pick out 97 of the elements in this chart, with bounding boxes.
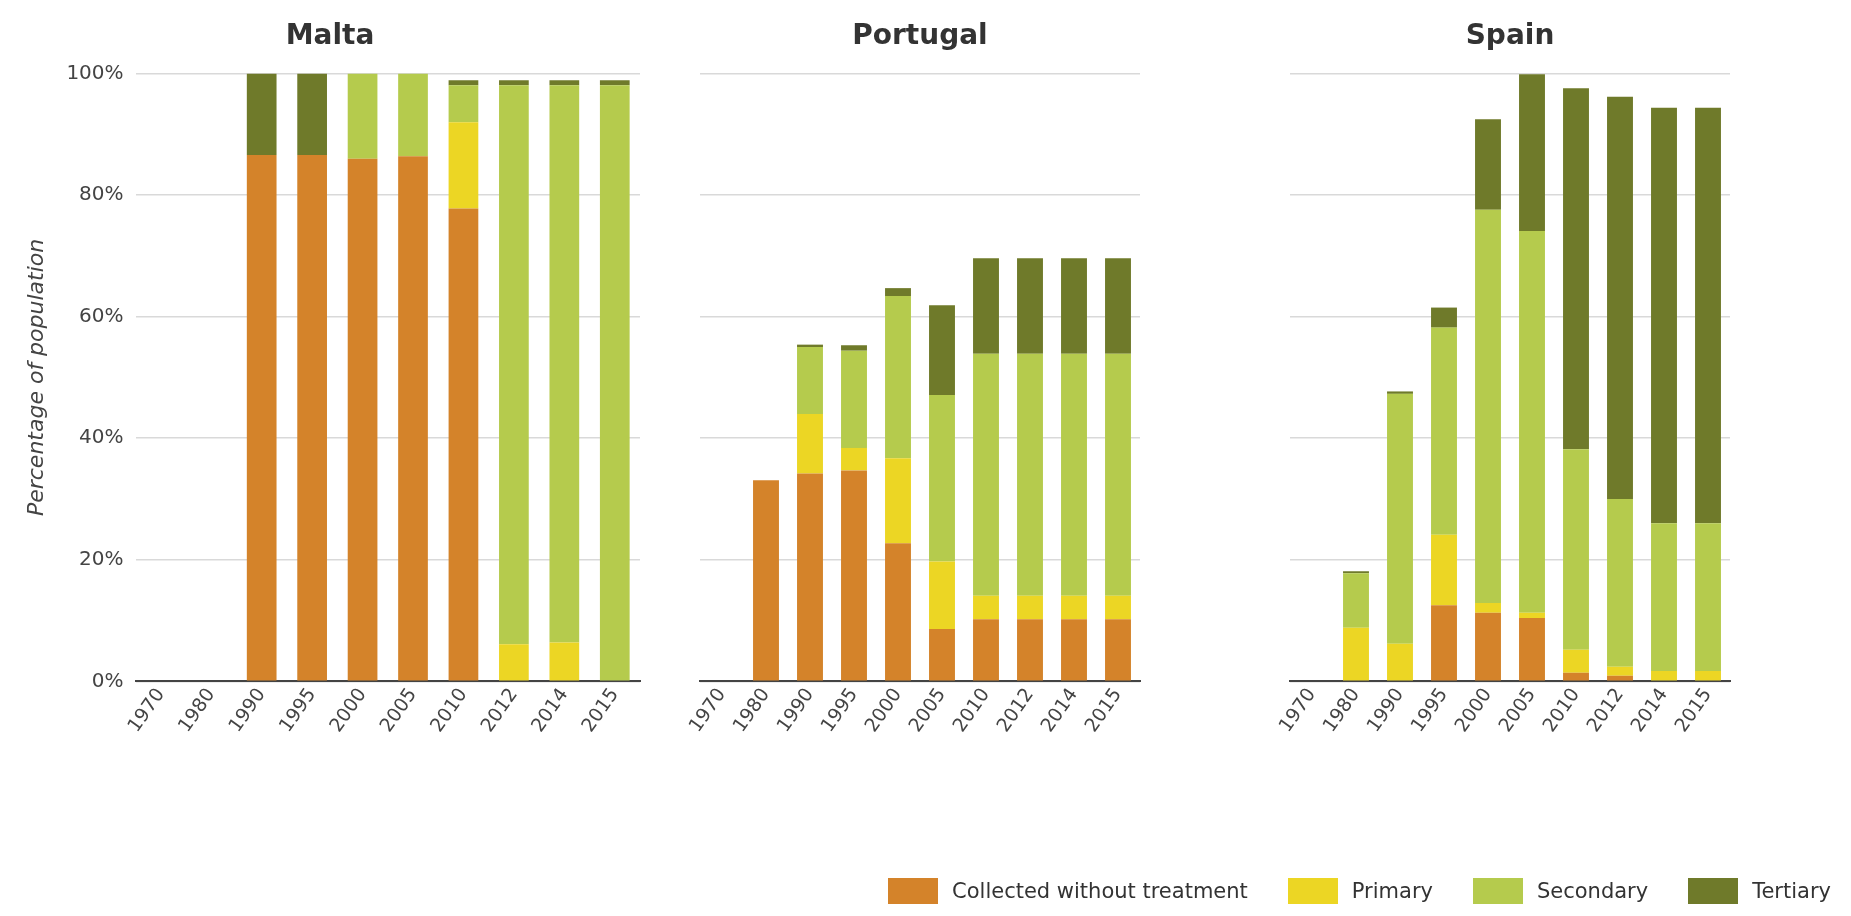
- bar: [841, 345, 867, 351]
- bar: [1475, 612, 1501, 681]
- bar: [1519, 74, 1545, 231]
- legend-label: Tertiary: [1752, 879, 1831, 903]
- bar: [841, 470, 867, 681]
- bar: [841, 447, 867, 471]
- bar: [1519, 231, 1545, 613]
- chart-title: Spain: [1465, 18, 1555, 52]
- bar: [885, 458, 911, 544]
- bar: [398, 156, 428, 681]
- y-tick-label: 80%: [79, 181, 124, 206]
- bar: [973, 353, 999, 596]
- bar: [599, 85, 630, 681]
- bar: [885, 288, 911, 297]
- bar: [1519, 612, 1545, 619]
- bar: [1607, 666, 1633, 676]
- bar: [448, 122, 479, 209]
- bar: [1519, 618, 1545, 681]
- bar: [448, 85, 479, 123]
- bar: [1061, 258, 1087, 354]
- bar: [398, 73, 428, 157]
- bar: [1563, 672, 1589, 681]
- bar: [1343, 627, 1369, 681]
- bar: [1607, 499, 1633, 667]
- bar: [599, 80, 630, 86]
- bar: [499, 85, 529, 645]
- bar: [841, 350, 867, 448]
- bar: [1563, 449, 1589, 650]
- bar: [1017, 619, 1043, 681]
- bar: [973, 595, 999, 620]
- bar: [1563, 88, 1589, 450]
- bar: [1651, 523, 1677, 671]
- y-tick-label: 100%: [66, 59, 124, 84]
- bar: [1017, 595, 1043, 620]
- bar: [1387, 643, 1413, 681]
- bar: [1017, 258, 1043, 354]
- legend-label: Primary: [1351, 879, 1433, 903]
- bar: [1017, 353, 1043, 596]
- bar: [499, 80, 529, 86]
- bar: [1105, 353, 1131, 596]
- y-tick-label: 60%: [79, 302, 124, 327]
- bar: [1105, 619, 1131, 681]
- bar: [929, 561, 955, 630]
- bar: [885, 296, 911, 459]
- bar: [973, 619, 999, 681]
- bar: [549, 85, 580, 643]
- bar: [246, 155, 277, 681]
- bar: [297, 155, 327, 681]
- bar: [1563, 649, 1589, 673]
- bar: [499, 644, 529, 681]
- y-axis-title: Percentage of population: [22, 238, 48, 517]
- legend-label: Collected without treatment: [952, 879, 1248, 903]
- bar: [1607, 675, 1633, 681]
- legend-label: Secondary: [1536, 879, 1649, 903]
- bar: [549, 642, 580, 681]
- bar: [1475, 602, 1501, 613]
- bar: [1475, 209, 1501, 603]
- bar: [797, 347, 823, 414]
- bar: [973, 258, 999, 354]
- bar: [1651, 107, 1677, 524]
- bar: [1695, 670, 1721, 681]
- bar: [797, 413, 823, 474]
- bar: [347, 158, 378, 681]
- bar: [448, 208, 479, 681]
- bar: [1387, 391, 1413, 394]
- bar: [1061, 619, 1087, 681]
- bar: [1061, 595, 1087, 620]
- bar: [347, 73, 378, 159]
- y-tick-label: 40%: [79, 424, 124, 449]
- bar: [1105, 258, 1131, 354]
- bar: [1431, 327, 1457, 535]
- bar: [1431, 307, 1457, 328]
- bar: [1607, 96, 1633, 499]
- chart-title: Portugal: [852, 18, 988, 52]
- bar: [929, 305, 955, 396]
- bar: [1651, 670, 1677, 681]
- bar: [1343, 573, 1369, 628]
- bar: [1431, 605, 1457, 681]
- y-tick-label: 20%: [79, 545, 124, 570]
- bar: [246, 73, 277, 156]
- bar: [297, 73, 327, 156]
- bar: [549, 80, 580, 86]
- bar: [1431, 534, 1457, 606]
- bar: [885, 543, 911, 681]
- y-tick-label: 0%: [91, 667, 124, 692]
- bar: [1105, 595, 1131, 620]
- bar: [1387, 393, 1413, 644]
- bar: [1695, 523, 1721, 671]
- bar: [448, 80, 479, 86]
- bar: [753, 480, 779, 681]
- bar: [929, 629, 955, 681]
- bar: [1061, 353, 1087, 596]
- bar: [1475, 119, 1501, 210]
- chart-title: Malta: [285, 18, 375, 52]
- bar: [929, 395, 955, 562]
- bar: [1695, 107, 1721, 524]
- bar: [797, 473, 823, 681]
